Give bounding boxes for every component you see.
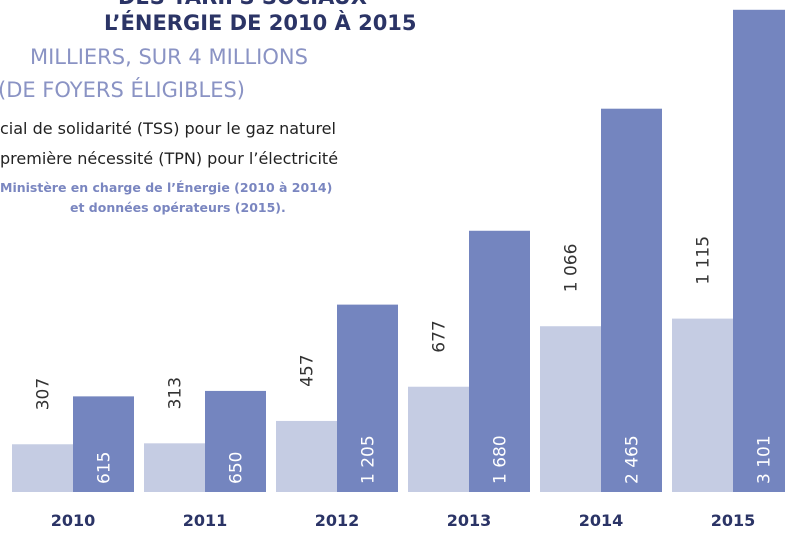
x-tick-label: 2015 [711, 511, 756, 530]
data-label: 313 [166, 377, 186, 409]
data-label: 677 [430, 320, 450, 352]
chart-subtitle: (DE FOYERS ÉLIGIBLES) [0, 77, 245, 102]
legend-entry: cial de solidarité (TSS) pour le gaz nat… [0, 119, 336, 138]
x-tick-label: 2011 [183, 511, 228, 530]
chart-title: DES TARIFS SOCIAUX [118, 0, 367, 9]
chart-subtitle: MILLIERS, SUR 4 MILLIONS [30, 45, 308, 69]
data-label: 1 680 [491, 435, 511, 484]
data-label: 307 [34, 378, 54, 410]
bar [276, 420, 337, 492]
data-label: 1 115 [694, 236, 714, 285]
source-note: et données opérateurs (2015). [70, 200, 286, 215]
bar [144, 443, 205, 492]
x-tick-label: 2013 [447, 511, 492, 530]
bar [205, 390, 266, 492]
data-label: 1 205 [359, 435, 379, 484]
data-label: 615 [95, 452, 115, 484]
data-label: 1 066 [562, 244, 582, 293]
x-tick-label: 2012 [315, 511, 360, 530]
bar [469, 230, 530, 492]
bar [408, 386, 469, 492]
data-label: 2 465 [623, 435, 643, 484]
bar [733, 9, 785, 493]
data-label: 3 101 [755, 435, 775, 484]
data-label: 457 [298, 354, 318, 386]
data-label: 650 [227, 452, 247, 484]
bar [540, 326, 601, 492]
bar [337, 304, 398, 492]
chart-title: L’ÉNERGIE DE 2010 À 2015 [104, 10, 417, 35]
bar [672, 318, 733, 492]
bar [12, 444, 73, 492]
x-tick-label: 2014 [579, 511, 624, 530]
bar [601, 108, 662, 492]
bar [73, 396, 134, 492]
x-tick-label: 2010 [51, 511, 96, 530]
legend-entry: première nécessité (TPN) pour l’électric… [0, 149, 338, 168]
source-note: Ministère en charge de l’Énergie (2010 à… [0, 180, 332, 195]
